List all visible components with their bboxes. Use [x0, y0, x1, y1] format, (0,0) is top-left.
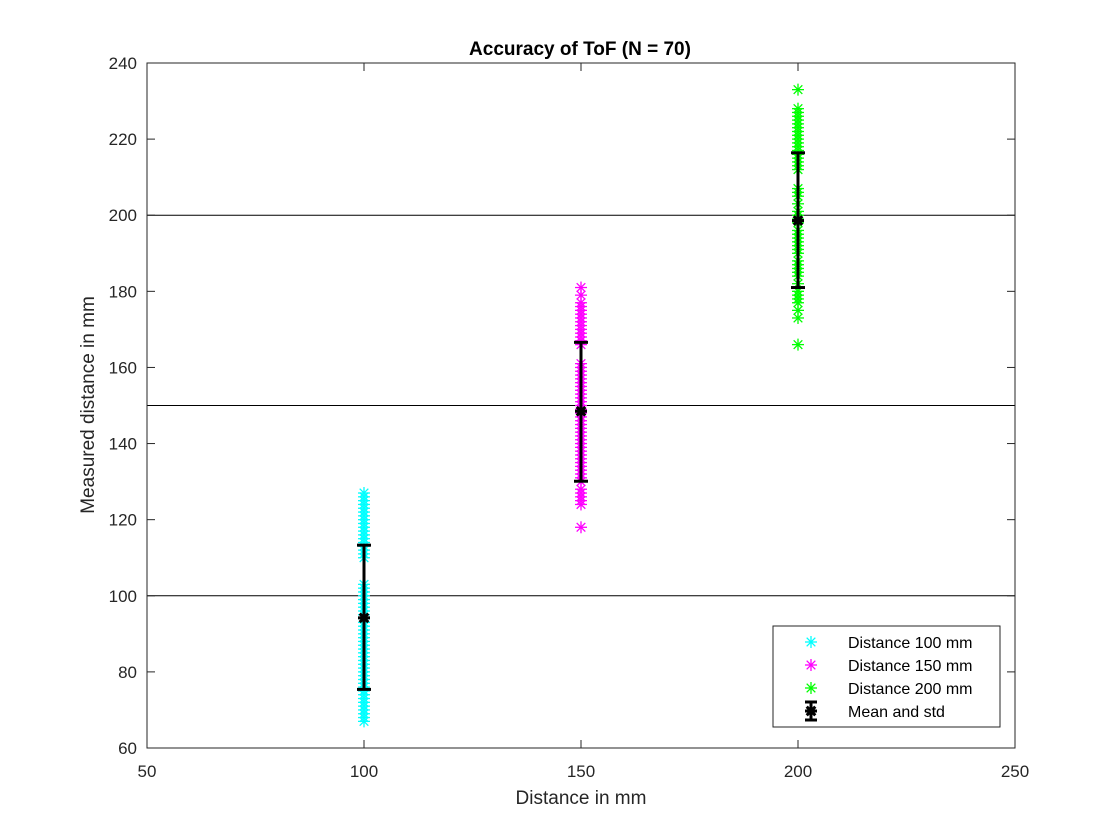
data-point [792, 102, 804, 115]
y-tick-label: 60 [118, 739, 137, 758]
data-point [792, 311, 804, 324]
y-tick-label: 100 [109, 587, 137, 606]
plot-frame [146, 62, 1016, 749]
legend-label: Mean and std [848, 704, 945, 721]
data-point [792, 304, 804, 317]
data-point [792, 83, 804, 96]
data-point [575, 483, 587, 496]
legend-marker [805, 682, 817, 694]
x-tick-label: 200 [784, 762, 812, 781]
data-point [575, 281, 587, 294]
y-tick-label: 220 [109, 130, 137, 149]
chart-title: Accuracy of ToF (N = 70) [469, 39, 691, 60]
legend-marker [805, 659, 817, 671]
y-tick-label: 180 [109, 282, 137, 301]
x-axis-label: Distance in mm [516, 788, 647, 809]
data-point [792, 338, 804, 351]
legend-marker [805, 705, 817, 717]
errorbar-marks [357, 151, 805, 691]
x-tick-label: 250 [1001, 762, 1029, 781]
mean-point [792, 214, 804, 227]
x-tick-label: 150 [567, 762, 595, 781]
y-tick-label: 240 [109, 54, 137, 73]
data-point [575, 521, 587, 534]
legend-label: Distance 200 mm [848, 681, 973, 698]
y-tick-label: 160 [109, 358, 137, 377]
y-tick-label: 80 [118, 663, 137, 682]
mean-point [575, 405, 587, 418]
axes: 50 100 150 200 250 60 80 100 120 140 160 180 200 220 2… [109, 54, 1030, 781]
x-tick-label: 100 [350, 762, 378, 781]
legend-marker [805, 636, 817, 648]
y-tick-label: 200 [109, 206, 137, 225]
legend-label: Distance 100 mm [848, 635, 973, 652]
y-tick-label: 140 [109, 435, 137, 454]
legend: Distance 100 mm Distance 150 mm Distance 2… [772, 625, 1001, 728]
mean-point [358, 611, 370, 624]
x-tick-label: 50 [138, 762, 157, 781]
legend-label: Distance 150 mm [848, 658, 973, 675]
y-tick-label: 120 [109, 511, 137, 530]
data-point [358, 487, 370, 500]
y-axis-label: Measured distance in mm [78, 296, 99, 514]
